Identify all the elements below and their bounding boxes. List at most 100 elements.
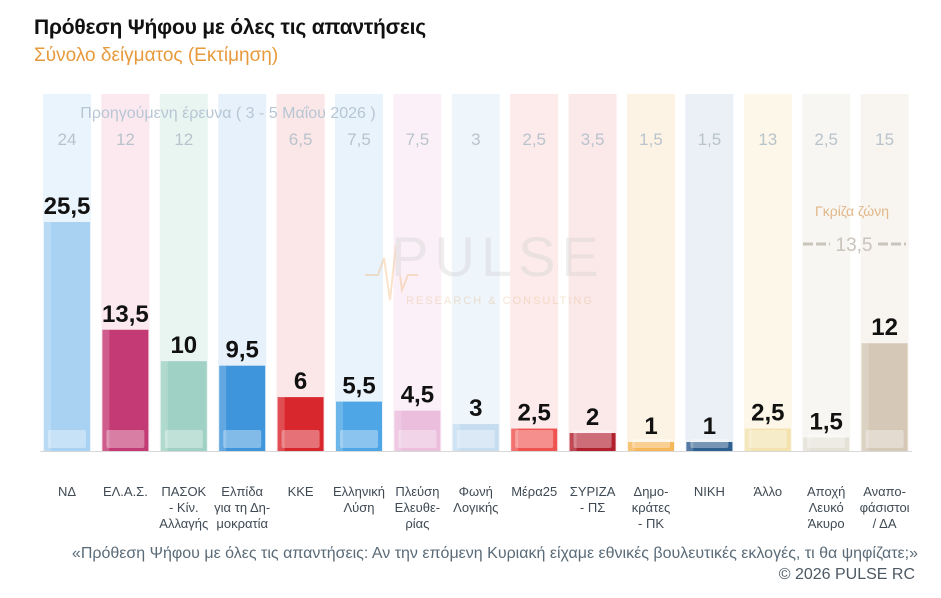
category-label: Αλλαγής	[159, 516, 208, 531]
party-logo-icon	[398, 430, 437, 448]
party-logo-icon	[456, 430, 495, 448]
previous-survey-label: Προηγούμενη έρευνα ( 3 - 5 Μαΐου 2026 )	[80, 105, 375, 122]
column-background	[510, 94, 559, 451]
bar-highlight	[219, 365, 227, 451]
grey-zone-value: 13,5	[836, 235, 873, 256]
category-label: Ελπίδα	[221, 484, 263, 499]
previous-value-label: 1,5	[639, 130, 663, 149]
value-label: 2	[586, 404, 599, 431]
heartbeat-line	[365, 244, 418, 301]
category-label: - ΠΣ	[580, 500, 605, 515]
category-label: μοκρατία	[216, 516, 268, 531]
bar-group: 1,5 1 ΝΙΚΗ	[686, 130, 733, 499]
party-logo-icon	[807, 434, 846, 448]
copyright-notice: © 2026 PULSE RC	[778, 566, 915, 583]
bar-highlight	[628, 442, 635, 451]
bar-group: 3,5 2 ΣΥΡΙΖΑ- ΠΣ	[569, 130, 616, 515]
category-label: Λογικής	[453, 500, 498, 515]
bar	[744, 428, 791, 451]
party-logo-icon	[281, 430, 320, 448]
previous-value-label: 12	[174, 130, 193, 149]
value-label: 2,5	[518, 400, 551, 427]
value-label: 1	[644, 413, 657, 440]
bar-highlight	[394, 410, 402, 451]
category-label: Ελληνική	[333, 484, 385, 499]
category-label: Λευκό	[809, 500, 844, 515]
party-logo-icon	[748, 430, 787, 448]
previous-value-label: 3	[471, 130, 480, 149]
previous-value-label: 12	[116, 130, 135, 149]
bar-highlight	[452, 424, 460, 451]
column-background	[568, 94, 617, 451]
previous-value-label: 3,5	[581, 130, 605, 149]
grey-zone-label: Γκρίζα ζώνη	[815, 203, 889, 219]
bar-group: 15 12 Αναπο-φάσιστοι/ ΔΑ	[860, 130, 910, 531]
previous-value-label: 13	[758, 130, 777, 149]
previous-value-label: 1,5	[698, 130, 722, 149]
bar-group: 12 13,5 ΕΛ.Α.Σ.	[102, 130, 149, 499]
value-label: 1	[703, 413, 716, 440]
bar	[861, 343, 908, 451]
party-logo-icon	[223, 430, 262, 448]
bar-highlight	[102, 329, 110, 451]
value-label: 13,5	[102, 301, 149, 328]
bar	[277, 397, 324, 451]
category-label: Άκυρο	[808, 516, 845, 531]
value-label: 4,5	[401, 382, 434, 409]
bar-highlight	[336, 401, 343, 451]
category-label: Λύση	[343, 500, 374, 515]
watermark-main: PULSE	[391, 225, 605, 288]
bar-highlight	[44, 222, 51, 451]
party-logo-icon	[106, 430, 145, 448]
bar	[569, 433, 616, 451]
column-background	[627, 94, 675, 451]
party-logo-icon	[515, 430, 554, 448]
category-label: Ελευθε-	[395, 500, 440, 515]
grey-zone-annotation: Γκρίζα ζώνη 13,5	[803, 203, 906, 256]
bar-group: 24 25,5 ΝΔ	[44, 130, 91, 499]
bar	[803, 437, 850, 451]
party-logo-icon	[340, 430, 378, 448]
bar-group: 12 10 ΠΑΣΟΚ- Κίν.Αλλαγής	[159, 130, 208, 531]
party-logo-icon	[573, 430, 612, 448]
category-label: Αποχή	[807, 484, 845, 499]
bar-highlight	[744, 428, 752, 451]
bar	[160, 361, 207, 451]
category-label: Φωνή	[459, 484, 493, 499]
value-label: 9,5	[226, 337, 259, 364]
bar-group: 1,5 1 Δημο-κράτες- ΠΚ	[628, 130, 674, 531]
category-label: για τη Δη-	[214, 500, 270, 515]
previous-value-label: 15	[875, 130, 894, 149]
value-label: 5,5	[342, 373, 375, 400]
previous-value-label: 7,5	[347, 130, 371, 149]
bar	[102, 329, 149, 451]
survey-question-footnote: «Πρόθεση Ψήφου με όλες τις απαντήσεις: Α…	[71, 545, 918, 562]
category-label: φάσιστοι	[860, 500, 910, 515]
column-background	[393, 94, 442, 451]
category-label: Μέρα25	[511, 484, 557, 499]
value-label: 10	[170, 332, 197, 359]
column-background	[685, 94, 734, 451]
bar	[219, 365, 266, 451]
column-background	[802, 94, 851, 451]
bar	[686, 442, 733, 451]
category-label: - Κίν.	[169, 500, 199, 515]
value-label: 2,5	[751, 400, 784, 427]
bar	[44, 222, 90, 451]
bar	[628, 442, 674, 451]
category-label: - ΠΚ	[638, 516, 664, 531]
value-label: 6	[294, 368, 307, 395]
previous-value-label: 6,5	[289, 130, 313, 149]
party-logo-icon	[164, 430, 203, 448]
party-logo-icon	[690, 439, 729, 448]
bar	[511, 428, 558, 451]
bar-group: 2,5 2,5 Μέρα25	[511, 130, 558, 499]
category-label: Δημο-	[634, 484, 669, 499]
column-background	[743, 94, 792, 451]
bar-highlight	[160, 361, 168, 451]
